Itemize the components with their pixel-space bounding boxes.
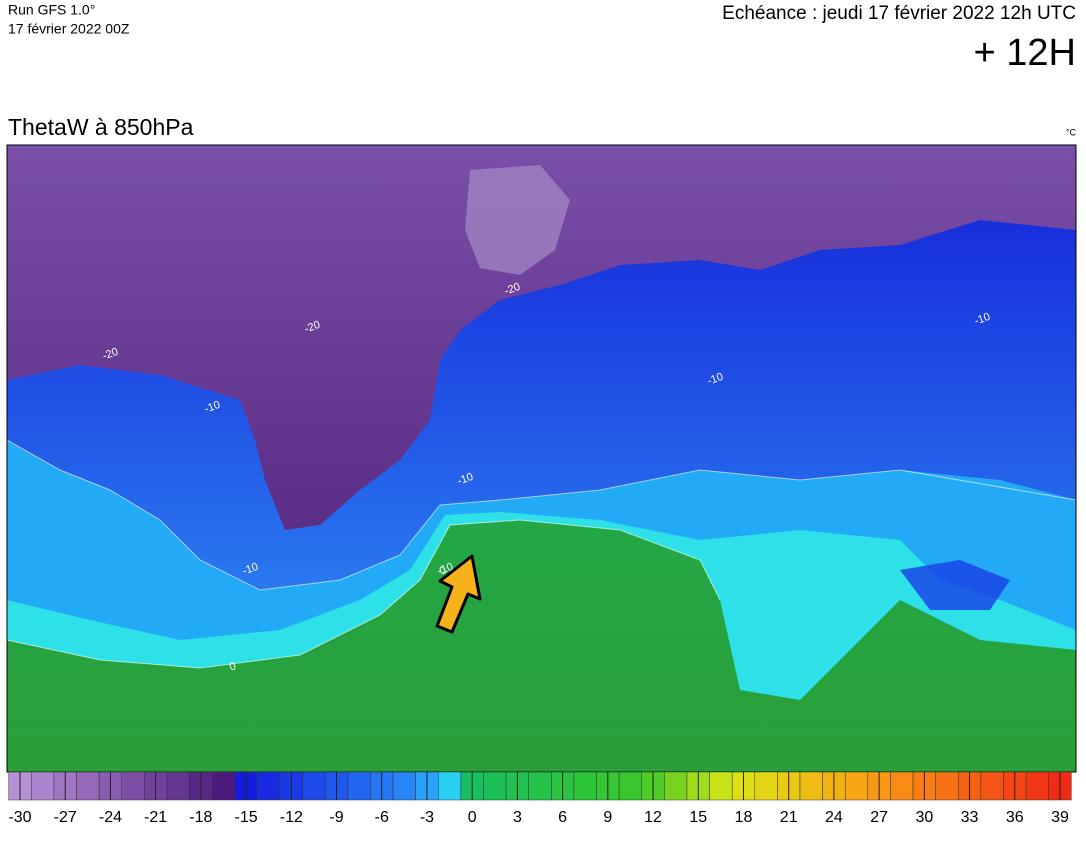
colorbar-tick-label: 33 bbox=[961, 809, 979, 826]
contour-label: -20 bbox=[303, 319, 322, 336]
colorbar-cell bbox=[528, 771, 552, 801]
colorbar-tick-label: -30 bbox=[8, 809, 31, 826]
contour-label: -10 bbox=[456, 471, 475, 488]
cold-pool-east bbox=[900, 560, 1010, 610]
colorbar-cell bbox=[257, 771, 281, 801]
colorbar-cell bbox=[76, 771, 100, 801]
colorbar-tick-label: 24 bbox=[825, 809, 843, 826]
map-field bbox=[7, 145, 1076, 772]
colorbar-cell bbox=[166, 771, 190, 801]
contour-label: 0 bbox=[438, 564, 448, 577]
colorbar-tick-label: 21 bbox=[780, 809, 798, 826]
highlight-arrow bbox=[435, 554, 482, 634]
colorbar-tick-label: -3 bbox=[420, 809, 434, 826]
contour-label: -10 bbox=[203, 399, 222, 416]
colorbar-tick-label: -24 bbox=[99, 809, 122, 826]
colorbar-cell bbox=[121, 771, 145, 801]
colorbar-tick-label: 0 bbox=[468, 809, 477, 826]
colorbar-cell bbox=[1025, 771, 1049, 801]
colorbar-cell bbox=[347, 771, 371, 801]
contour-label: -10 bbox=[973, 311, 992, 328]
colorbar-cell bbox=[664, 771, 688, 801]
colorbar-cell bbox=[392, 771, 416, 801]
colorbar-cell bbox=[211, 771, 236, 801]
colorbar-cell bbox=[754, 771, 778, 801]
colorbar-tick-label: 36 bbox=[1006, 809, 1024, 826]
colorbar-cell bbox=[844, 771, 869, 801]
colorbar-tick-label: 3 bbox=[513, 809, 522, 826]
run-label: Run GFS 1.0° bbox=[8, 2, 95, 18]
colorbar-cell bbox=[980, 771, 1004, 801]
run-date: 17 février 2022 00Z bbox=[8, 21, 130, 37]
colorbar-tick-label: -6 bbox=[375, 809, 389, 826]
lead-time: + 12H bbox=[974, 32, 1076, 74]
colorbar-tick-label: 6 bbox=[558, 809, 567, 826]
contour-label: -20 bbox=[101, 346, 120, 363]
colorbar-tick-label: 9 bbox=[603, 809, 612, 826]
contour-label: 0 bbox=[228, 660, 238, 673]
contour-line bbox=[7, 519, 721, 669]
colorbar-tick-label: -27 bbox=[54, 809, 77, 826]
colorbar-cell bbox=[573, 771, 597, 801]
colorbar-tick-label: -18 bbox=[189, 809, 212, 826]
contour-line bbox=[7, 439, 1076, 591]
colorbar-cell bbox=[890, 771, 914, 801]
colorbar-tick-label: -15 bbox=[235, 809, 258, 826]
colorbar-cell bbox=[483, 771, 507, 801]
colorbar-tick-label: -12 bbox=[280, 809, 303, 826]
colorbar-tick-label: 12 bbox=[644, 809, 662, 826]
colorbar-tick-label: -9 bbox=[329, 809, 343, 826]
colorbar-tick-label: 18 bbox=[735, 809, 753, 826]
colorbar-tick-label: 39 bbox=[1051, 809, 1069, 826]
valid-time: Echéance : jeudi 17 février 2022 12h UTC bbox=[722, 3, 1076, 24]
colorbar-cell bbox=[709, 771, 733, 801]
colorbar-tick-label: -21 bbox=[144, 809, 167, 826]
contour-label: -10 bbox=[241, 561, 260, 578]
colorbar-tick-label: 27 bbox=[870, 809, 888, 826]
colorbar-cell bbox=[935, 771, 959, 801]
colorbar-cell bbox=[618, 771, 642, 801]
very-cold-region bbox=[7, 145, 1076, 530]
contour-label: -10 bbox=[706, 371, 725, 388]
colorbar-tick-label: 30 bbox=[915, 809, 933, 826]
coldest-core bbox=[465, 165, 570, 275]
colorbar: -30 -27 -24 -21 -18 -15 -12 -9 -6 -3 0 3 6 9 12 15 18 21 2… bbox=[8, 771, 1072, 826]
colorbar-cell bbox=[302, 771, 326, 801]
colorbar-cell bbox=[438, 771, 462, 801]
colorbar-tick-label: 15 bbox=[689, 809, 707, 826]
map-title: ThetaW à 850hPa bbox=[8, 114, 194, 140]
contour-label: -20 bbox=[503, 281, 522, 298]
colorbar-cell bbox=[31, 771, 55, 801]
colorbar-cell bbox=[799, 771, 823, 801]
unit-label: °C bbox=[1066, 127, 1077, 137]
